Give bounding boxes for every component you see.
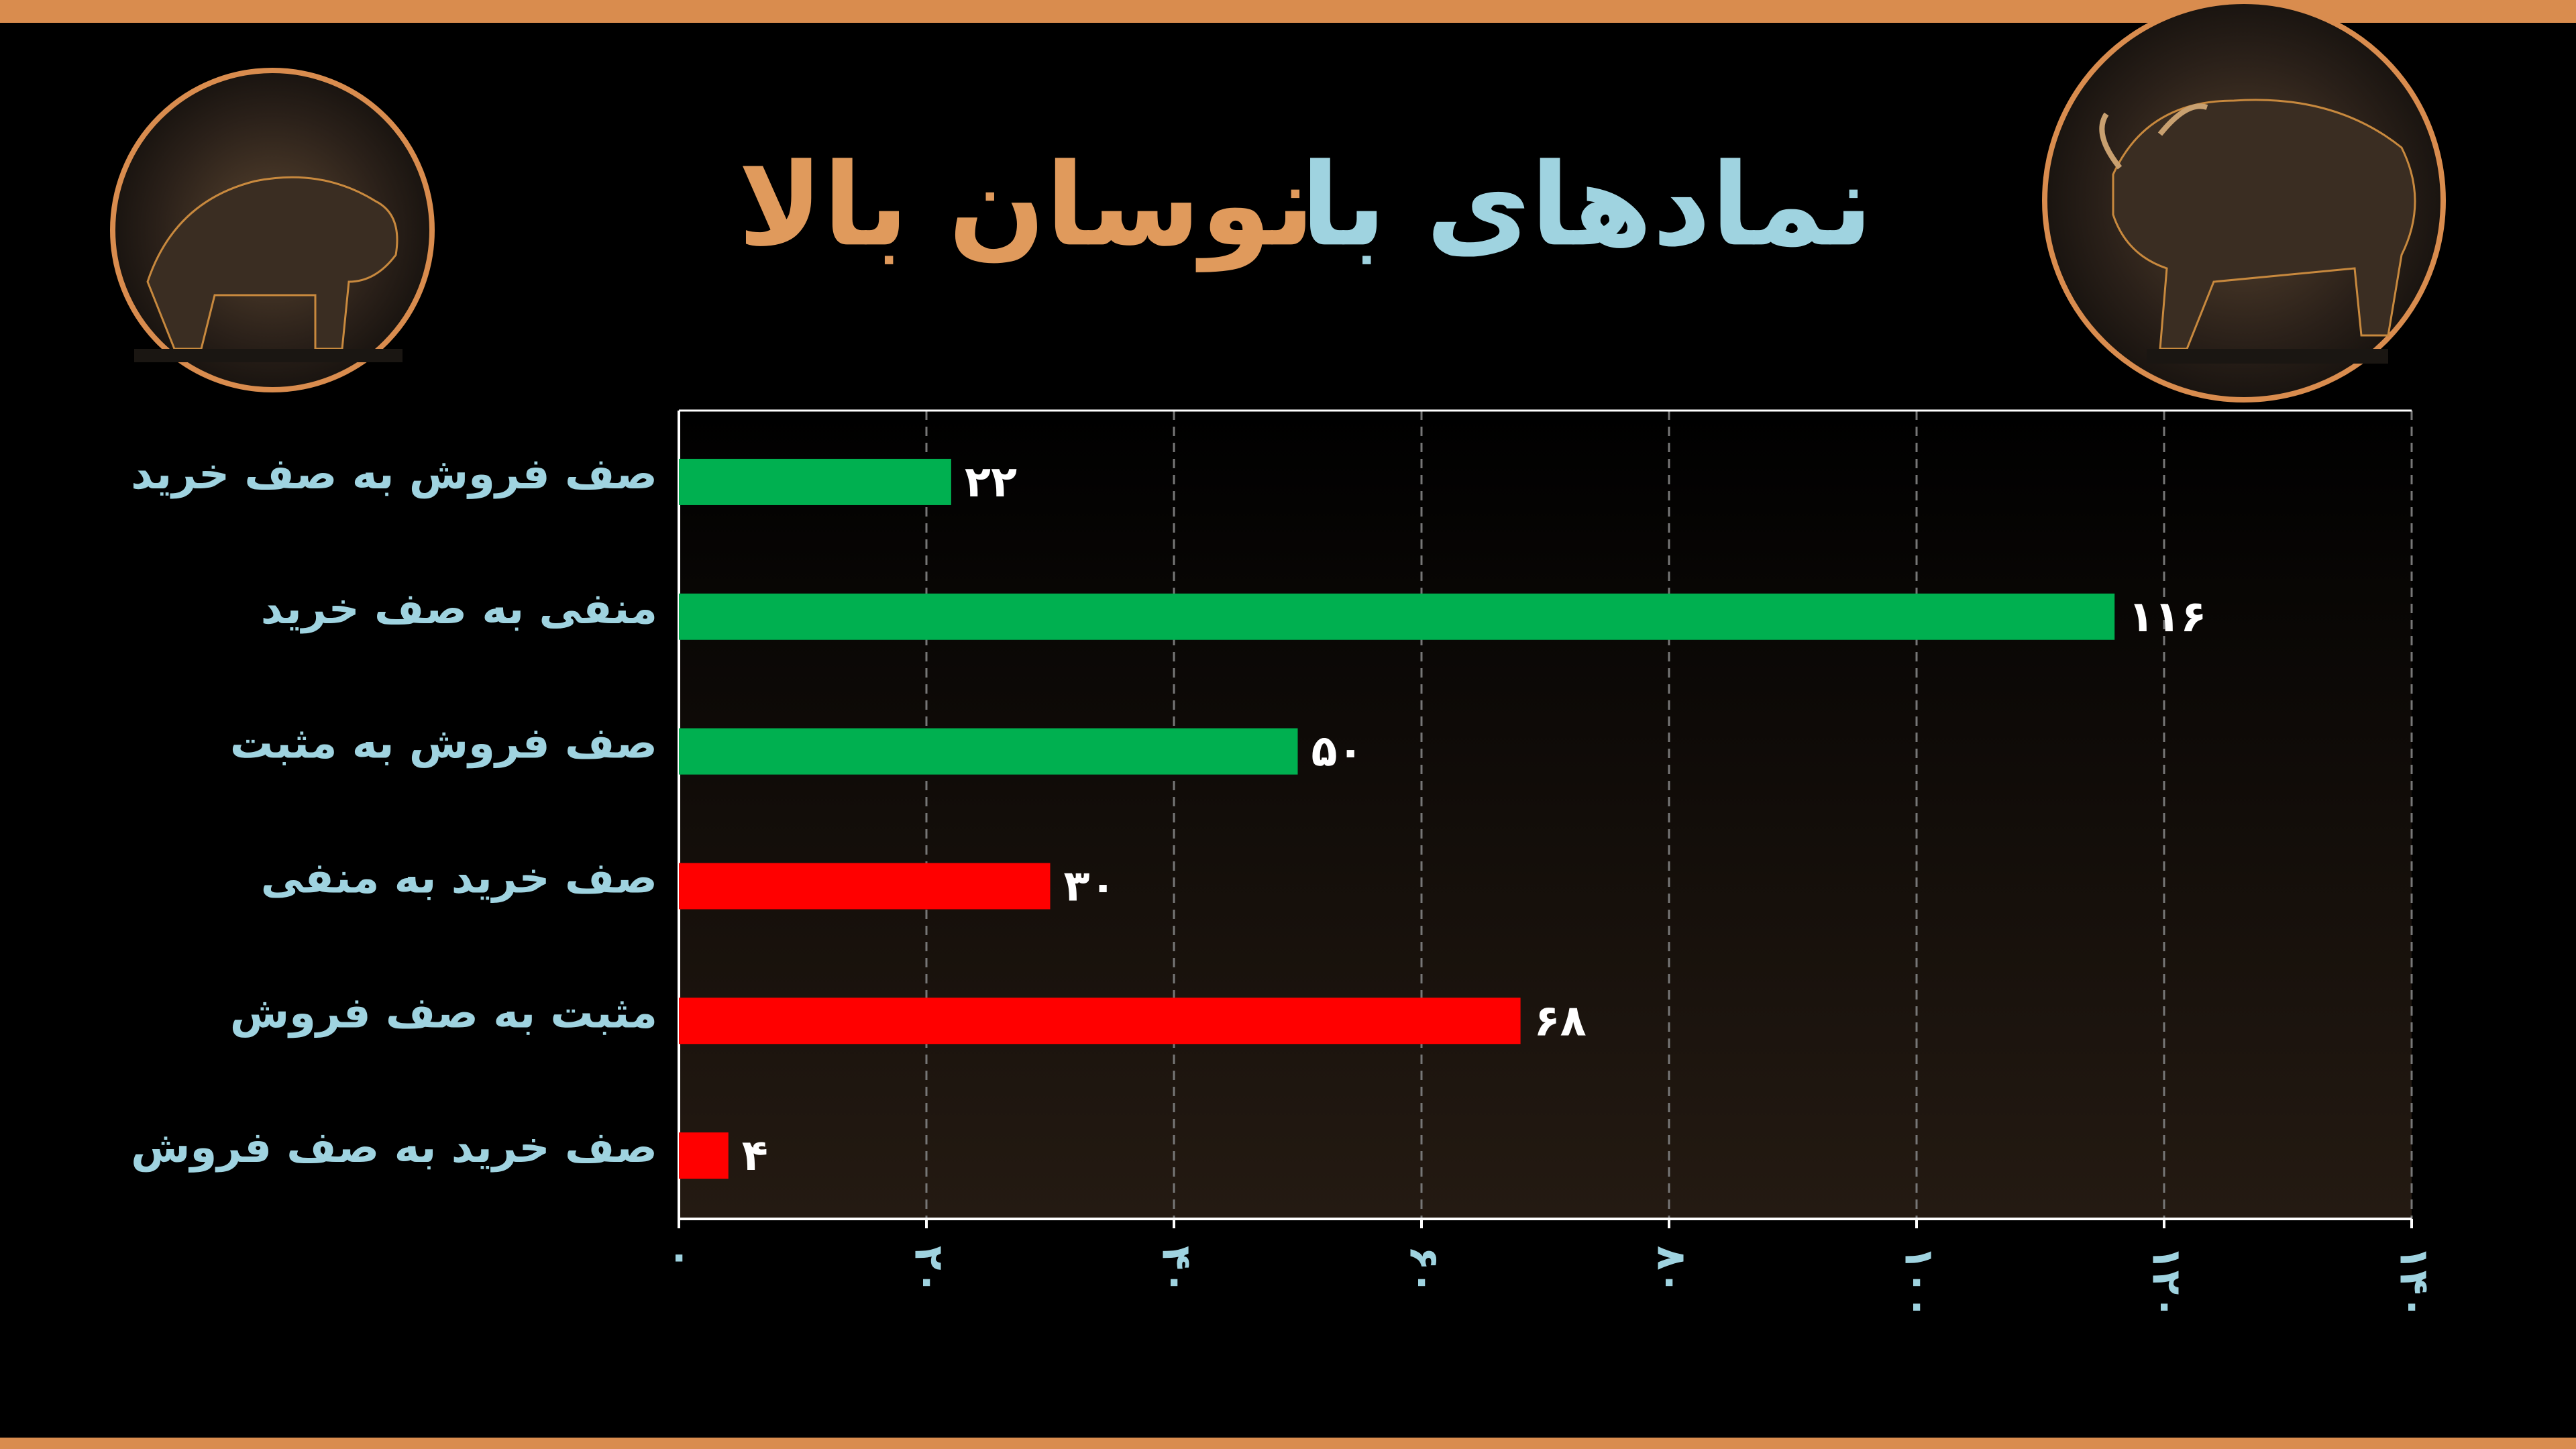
bar: [679, 728, 1298, 775]
title-part: نمادهای با: [1301, 139, 1873, 272]
value-label: ۲۲: [965, 458, 1017, 507]
x-tick-label: ۸۰: [1648, 1246, 1695, 1295]
y-tick-label: صف فروش به صف خرید: [131, 449, 657, 499]
value-label: ۵۰: [1311, 727, 1364, 777]
bottom-border: [0, 1438, 2576, 1449]
x-tick-label: ۲۰: [905, 1246, 952, 1295]
y-tick-label: صف خرید به صف فروش: [131, 1123, 657, 1173]
y-tick-label: صف خرید به منفی: [261, 854, 657, 904]
bar: [679, 458, 951, 505]
x-tick-label: ۶۰: [1400, 1246, 1447, 1295]
bull-badge: [2042, 0, 2446, 402]
x-tick-label: ۱۰۰: [1895, 1246, 1942, 1320]
bar: [679, 593, 2115, 640]
y-tick-label: منفی به صف خرید: [261, 584, 657, 634]
y-tick-label: مثبت به صف فروش: [230, 988, 657, 1038]
value-label: ۳۰: [1064, 862, 1116, 912]
x-tick-label: ۱۲۰: [2143, 1246, 2190, 1320]
x-tick-label: ۴۰: [1152, 1246, 1199, 1295]
value-label: ۱۱۶: [2128, 592, 2206, 642]
plot-area: [679, 411, 2412, 1219]
top-border: [0, 0, 2576, 23]
bar: [679, 998, 1521, 1044]
x-tick-label: ۱۴۰: [2390, 1246, 2437, 1320]
bar: [679, 1132, 729, 1179]
bar: [679, 863, 1051, 910]
value-label: ۴: [742, 1131, 768, 1181]
y-tick-label: صف فروش به مثبت: [230, 719, 657, 769]
x-tick-label: ۰: [657, 1246, 704, 1271]
value-label: ۶۸: [1534, 996, 1587, 1046]
title-part: نوسان بالا: [738, 139, 1315, 272]
bear-badge: [110, 68, 435, 392]
